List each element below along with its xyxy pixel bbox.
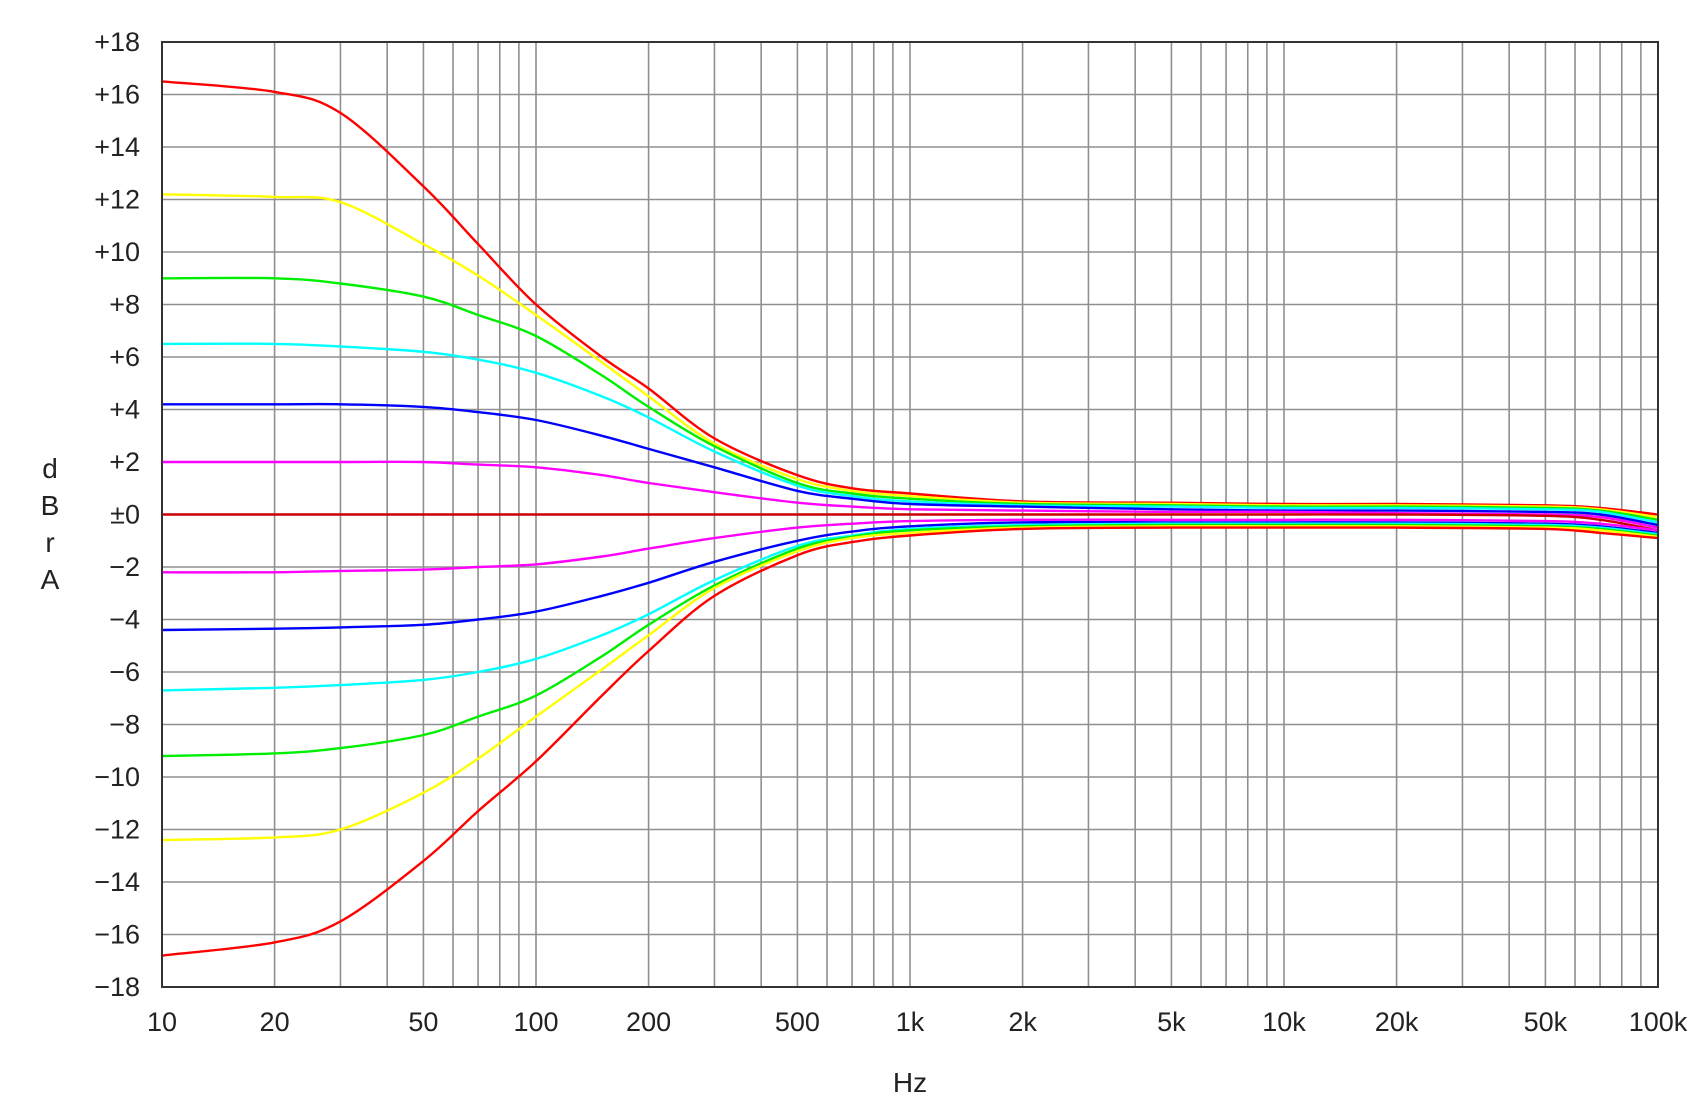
x-tick-label: 50k bbox=[1524, 1007, 1568, 1037]
series-line-2 bbox=[160, 276, 1660, 521]
y-tick-label: +6 bbox=[109, 342, 140, 372]
x-tick-label: 5k bbox=[1157, 1007, 1186, 1037]
x-axis-label: Hz bbox=[893, 1067, 927, 1098]
y-tick-label: +10 bbox=[94, 237, 140, 267]
y-axis-label-char: d bbox=[42, 453, 58, 484]
series-line-9 bbox=[160, 522, 1660, 692]
y-tick-label: +2 bbox=[109, 447, 140, 477]
y-tick-label: +12 bbox=[94, 185, 140, 215]
series-line-6 bbox=[160, 513, 1660, 532]
y-tick-label: −2 bbox=[109, 552, 140, 582]
x-tick-label: 10k bbox=[1262, 1007, 1306, 1037]
series-line-11 bbox=[160, 525, 1660, 842]
plot-frame bbox=[161, 41, 1659, 988]
series-line-3 bbox=[160, 342, 1660, 524]
y-tick-label: −16 bbox=[94, 920, 140, 950]
y-tick-label: +4 bbox=[109, 395, 140, 425]
y-tick-labels: +18 +16 +14 +12 +10 +8 +6 +4 +2 ±0 −2 −4 −6 −8 −10 −12 −… bbox=[94, 27, 140, 1002]
y-tick-label: −6 bbox=[109, 657, 140, 687]
y-tick-label: −4 bbox=[109, 605, 140, 635]
y-tick-label: −8 bbox=[109, 710, 140, 740]
y-tick-label: +8 bbox=[109, 290, 140, 320]
y-axis-label-char: B bbox=[41, 490, 60, 521]
x-tick-label: 100 bbox=[513, 1007, 558, 1037]
series-line-0 bbox=[160, 80, 1660, 516]
x-tick-label: 2k bbox=[1008, 1007, 1037, 1037]
series-line-1 bbox=[160, 193, 1660, 519]
series-line-10 bbox=[160, 523, 1660, 758]
series-line-4 bbox=[160, 402, 1660, 527]
series-line-8 bbox=[160, 520, 1660, 632]
series-lines bbox=[160, 80, 1660, 957]
y-tick-label: −12 bbox=[94, 815, 140, 845]
x-tick-label: 1k bbox=[896, 1007, 925, 1037]
series-line-7 bbox=[160, 518, 1660, 574]
x-tick-label: 20 bbox=[260, 1007, 290, 1037]
x-tick-label: 100k bbox=[1629, 1007, 1688, 1037]
y-tick-label: −18 bbox=[94, 972, 140, 1002]
y-axis-label-char: A bbox=[41, 564, 60, 595]
y-tick-label: −10 bbox=[94, 762, 140, 792]
y-tick-label: +18 bbox=[94, 27, 140, 57]
series-line-5 bbox=[160, 460, 1660, 529]
series-line-12 bbox=[160, 526, 1660, 957]
x-tick-label: 500 bbox=[775, 1007, 820, 1037]
y-tick-label: ±0 bbox=[110, 500, 140, 530]
y-tick-label: −14 bbox=[94, 867, 140, 897]
y-tick-label: +16 bbox=[94, 80, 140, 110]
x-tick-labels: 10 20 50 100 200 500 1k 2k 5k 10k 20k 50k 100k bbox=[147, 1007, 1688, 1037]
x-tick-label: 50 bbox=[408, 1007, 438, 1037]
x-tick-label: 200 bbox=[626, 1007, 671, 1037]
x-tick-label: 20k bbox=[1375, 1007, 1419, 1037]
y-tick-label: +14 bbox=[94, 132, 140, 162]
x-tick-label: 10 bbox=[147, 1007, 177, 1037]
y-axis-label-char: r bbox=[45, 527, 54, 558]
